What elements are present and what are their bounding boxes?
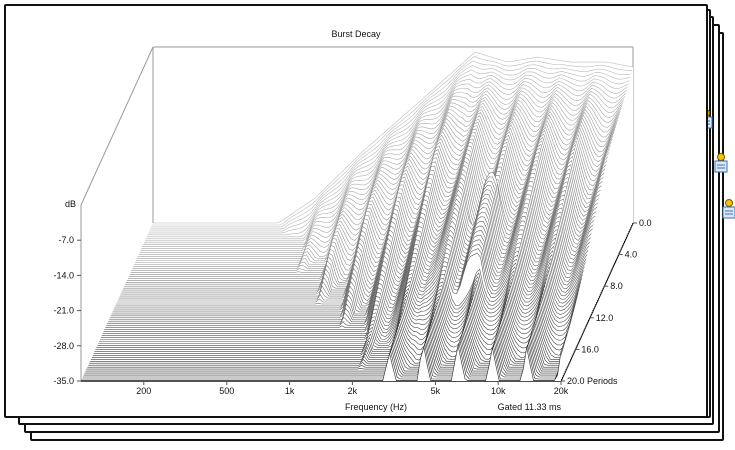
decay-slice	[107, 234, 588, 324]
x-tick-label: 200	[136, 386, 151, 396]
decay-slice	[140, 102, 621, 251]
decay-slice	[105, 243, 586, 328]
z-tick-label: 8.0	[610, 281, 623, 291]
decay-slice	[132, 131, 613, 269]
y-tick-label: -35.0	[53, 376, 74, 386]
decay-slice	[88, 323, 569, 366]
decay-slice	[117, 185, 598, 303]
decay-slice	[149, 69, 630, 232]
decay-slice	[144, 87, 626, 242]
decay-slice	[84, 334, 565, 374]
axis-labels: Burst Decay Frequency (Hz) dB -7.0 -14.0 -21.…	[53, 29, 651, 412]
decay-slice	[153, 51, 634, 224]
decay-slice	[108, 225, 590, 321]
z-tick-label: 4.0	[625, 250, 638, 260]
decay-slice	[141, 99, 622, 249]
decay-slice	[138, 108, 619, 255]
decay-slice	[94, 300, 575, 352]
decay-slice	[85, 331, 566, 372]
decay-slice	[151, 60, 632, 228]
decay-slice	[86, 328, 567, 370]
slice-fill	[93, 304, 574, 354]
decay-slice	[83, 337, 564, 376]
gating-note: Gated 11.33 ms	[498, 402, 562, 412]
decay-slice	[134, 124, 615, 265]
decay-slice	[108, 230, 589, 323]
y-tick-label: -21.0	[53, 306, 74, 316]
decay-slice	[82, 340, 564, 378]
decay-slice	[95, 297, 576, 350]
chart-page: Burst Decay Frequency (Hz) dB -7.0 -14.0 -21.…	[4, 4, 708, 418]
decay-slice	[93, 303, 574, 354]
z-tick-label: 20.0 Periods	[567, 376, 618, 386]
top-left-edge	[80, 46, 154, 206]
decay-slice	[116, 189, 597, 305]
decay-slice	[115, 193, 596, 307]
document-gear-icon[interactable]	[720, 198, 735, 220]
decay-slice	[87, 325, 568, 368]
waterfall-surface	[81, 51, 634, 382]
decay-slice	[144, 90, 625, 244]
decay-slice	[110, 216, 591, 317]
decay-slice	[139, 105, 620, 253]
decay-slice	[97, 290, 578, 346]
decay-slice	[135, 121, 616, 263]
z-tick-label: 12.0	[596, 313, 614, 323]
x-tick-label: 10k	[491, 386, 506, 396]
z-tick-label: 16.0	[581, 344, 599, 354]
decay-slice	[103, 252, 584, 332]
decay-slice	[136, 114, 618, 259]
decay-slice	[106, 239, 587, 326]
decay-slice	[104, 248, 585, 330]
decay-slice	[135, 117, 617, 261]
y-tick-label: -28.0	[53, 341, 74, 351]
decay-slice	[137, 111, 618, 257]
x-tick-label: 500	[219, 386, 234, 396]
slice-fill	[97, 291, 578, 346]
decay-slice	[81, 345, 562, 382]
decay-slice	[152, 56, 633, 226]
x-axis-label: Frequency (Hz)	[345, 402, 407, 412]
decay-slice	[146, 81, 627, 238]
decay-slice	[96, 293, 577, 348]
burst-decay-chart: Burst Decay Frequency (Hz) dB -7.0 -14.0 -21.…	[53, 29, 651, 412]
decay-slice	[133, 127, 614, 267]
decay-slice	[81, 342, 563, 380]
decay-slice	[100, 276, 582, 338]
decay-slice	[117, 180, 599, 301]
slice-fill	[96, 294, 577, 348]
decay-slice	[113, 202, 594, 311]
x-tick-label: 5k	[431, 386, 441, 396]
decay-slice	[143, 93, 624, 245]
y-axis-label: dB	[65, 199, 76, 209]
z-tick-label: 0.0	[639, 218, 652, 228]
decay-slice	[147, 77, 628, 236]
decay-slice	[98, 286, 579, 344]
decay-slice	[142, 96, 623, 247]
y-tick-label: -14.0	[53, 270, 74, 280]
x-tick-label: 1k	[285, 386, 295, 396]
decay-slice	[99, 279, 581, 340]
decay-slice	[102, 268, 583, 334]
decay-slice	[148, 74, 629, 234]
decay-slice	[145, 84, 627, 240]
decay-slice	[101, 272, 582, 336]
decay-slice	[150, 64, 631, 230]
decay-slice	[131, 134, 612, 271]
decay-slice	[89, 320, 570, 364]
decay-slice	[119, 172, 600, 297]
decay-slice	[118, 176, 599, 299]
decay-slice	[111, 211, 592, 315]
y-tick-label: -7.0	[58, 235, 74, 245]
decay-slice	[99, 283, 580, 342]
decay-slice	[112, 207, 593, 313]
x-tick-label: 2k	[348, 386, 358, 396]
decay-slice	[114, 198, 595, 309]
decay-slice	[109, 221, 591, 319]
x-tick-label: 20k	[554, 386, 569, 396]
document-gear-icon[interactable]	[712, 152, 730, 174]
chart-title: Burst Decay	[331, 29, 381, 39]
